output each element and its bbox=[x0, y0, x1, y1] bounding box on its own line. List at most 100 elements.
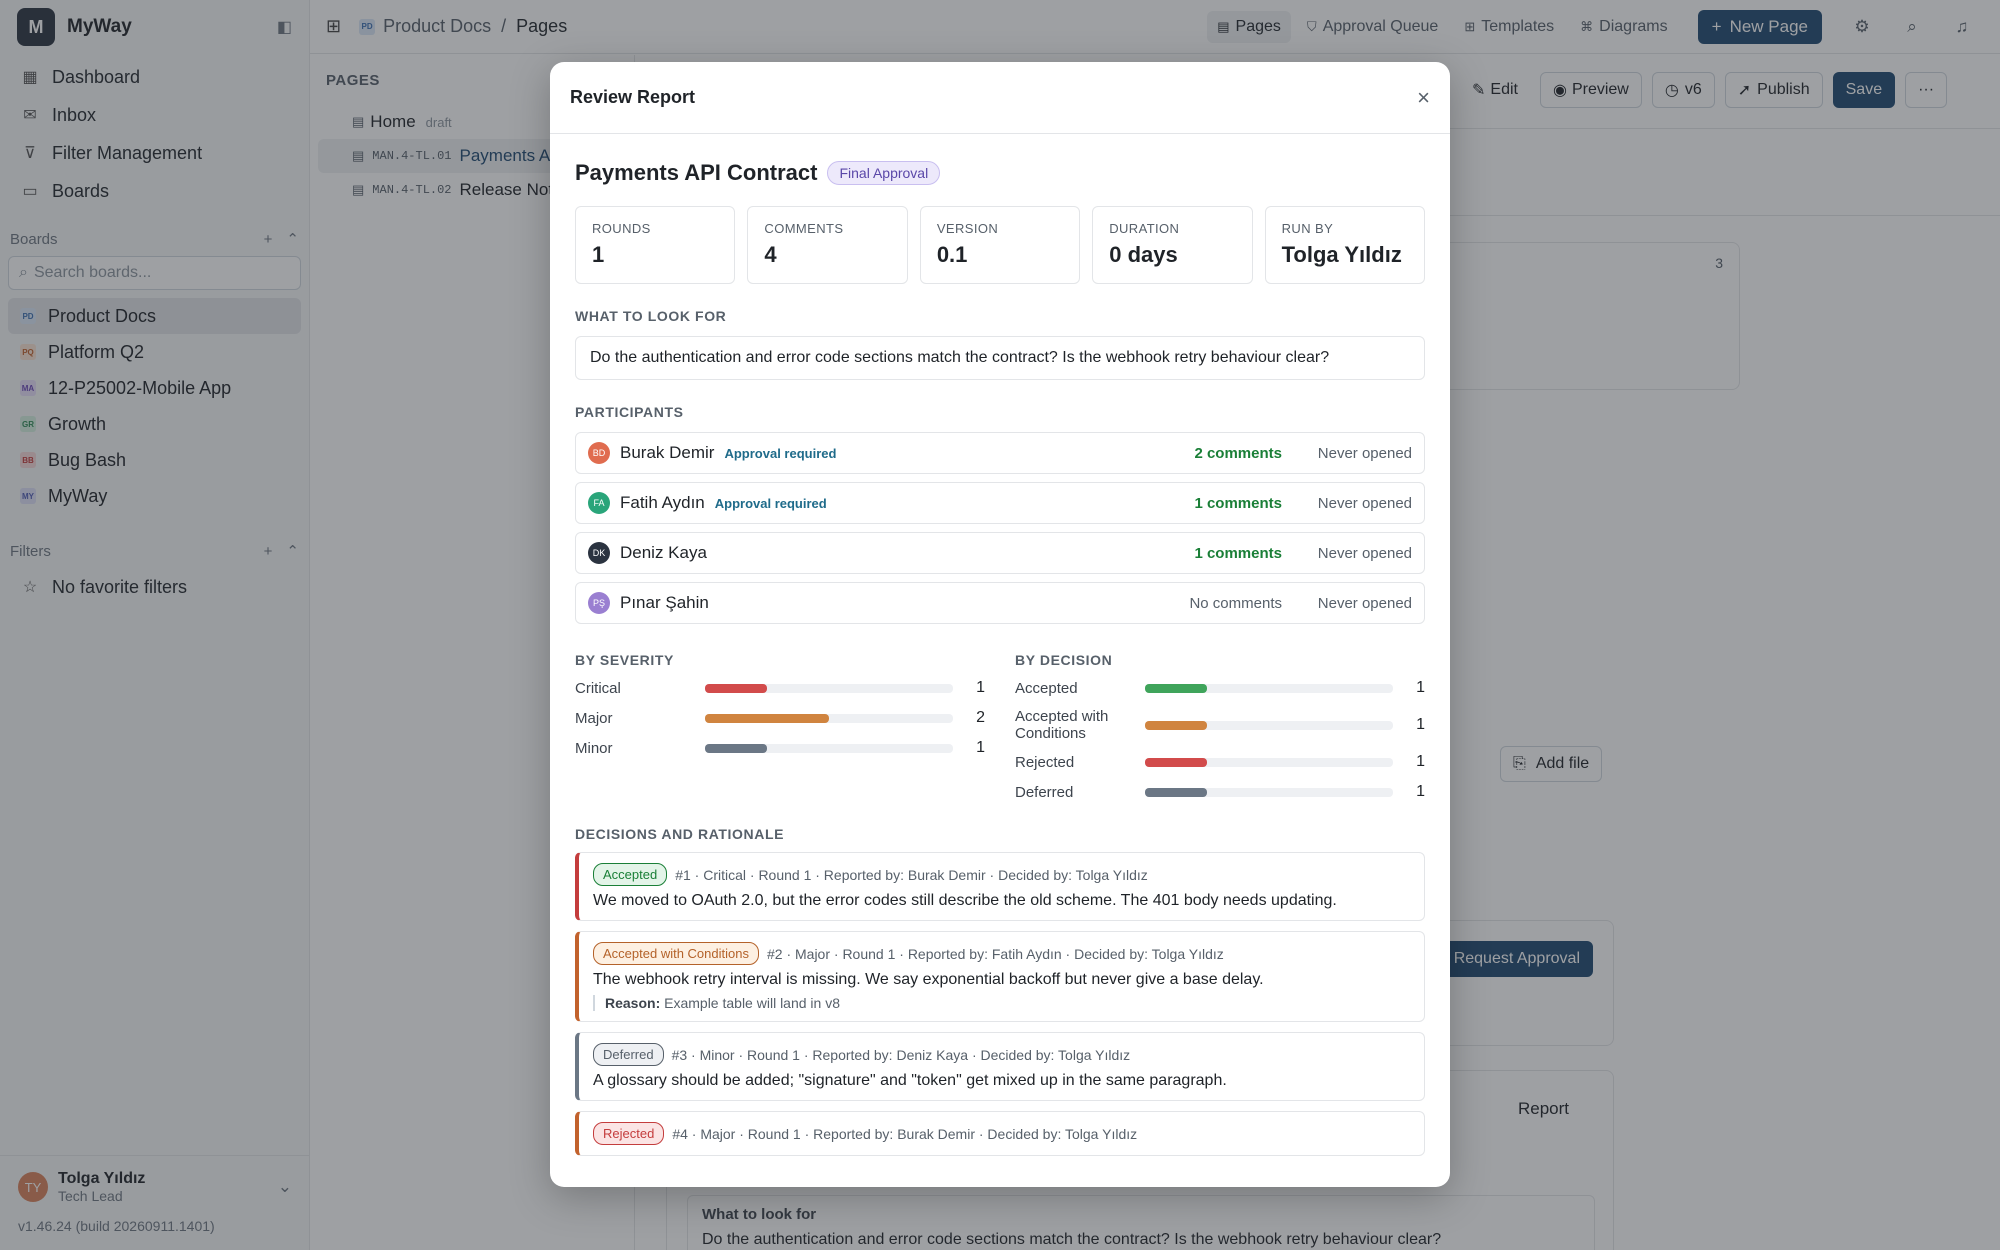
severity-row: Major 2 bbox=[575, 708, 985, 728]
participant-name: Fatih Aydın bbox=[620, 493, 705, 512]
board-badge: MY bbox=[20, 488, 36, 504]
publish-button[interactable]: ➚ Publish bbox=[1724, 72, 1823, 108]
board-item[interactable]: BB Bug Bash bbox=[8, 442, 301, 478]
edit-button[interactable]: ✎ Edit bbox=[1460, 72, 1530, 108]
stat-label: RUN BY bbox=[1281, 221, 1334, 236]
approval-required-badge: Approval required bbox=[724, 445, 837, 461]
save-button[interactable]: Save bbox=[1832, 72, 1896, 108]
no-filters-label: No favorite filters bbox=[52, 576, 188, 597]
stat-label: COMMENTS bbox=[764, 221, 844, 236]
star-icon: ☆ bbox=[22, 579, 38, 596]
user-menu[interactable]: TY Tolga Yıldız Tech Lead ⌄ bbox=[0, 1155, 310, 1204]
inbox-icon: ✉ bbox=[23, 107, 37, 124]
board-label: 12-P25002-Mobile App bbox=[48, 377, 232, 398]
severity-track bbox=[705, 713, 953, 723]
new-page-button[interactable]: + New Page bbox=[1697, 9, 1822, 44]
nav-boards[interactable]: ▭ Boards bbox=[0, 172, 309, 210]
decision-count: 1 bbox=[1416, 783, 1425, 800]
reason-label: Reason: bbox=[605, 995, 661, 1011]
close-icon[interactable]: × bbox=[1417, 84, 1430, 110]
topbar: ⊞ PD Product Docs / Pages ▤ Pages ⛉ Approv… bbox=[310, 0, 2000, 54]
editor-toolbar: ✎ Edit ◉ Preview ◷ v6 ➚ Publish Save ··· bbox=[1460, 72, 1948, 108]
workspace-name[interactable]: MyWay bbox=[67, 16, 132, 37]
decision-text: The webhook retry interval is missing. W… bbox=[593, 971, 1264, 988]
tab-approval-queue[interactable]: ⛉ Approval Queue bbox=[1297, 11, 1448, 43]
decision-meta: Deferred #3 · Minor · Round 1 · Reported … bbox=[593, 1043, 1410, 1066]
tab-templates[interactable]: ⊞ Templates bbox=[1454, 11, 1564, 43]
severity-count: 2 bbox=[976, 709, 985, 726]
pages-heading: PAGES bbox=[326, 71, 380, 89]
decision-meta: Rejected #4 · Major · Round 1 · Reported … bbox=[593, 1122, 1410, 1145]
boards-heading: Boards bbox=[10, 230, 58, 248]
workspace-logo: M bbox=[17, 8, 55, 46]
gear-icon[interactable]: ⚙ bbox=[1854, 16, 1870, 36]
decision-label: Deferred bbox=[1015, 783, 1074, 801]
decision-label: Rejected bbox=[1015, 753, 1075, 771]
stat-value: 4 bbox=[764, 242, 777, 267]
stat-card: RUN BY Tolga Yıldız bbox=[1264, 206, 1426, 284]
board-item[interactable]: PQ Platform Q2 bbox=[8, 334, 301, 370]
look-for-label: What to look for bbox=[702, 1206, 817, 1223]
decision-label: Accepted with Conditions bbox=[1015, 708, 1109, 742]
breadcrumb-board[interactable]: Product Docs bbox=[383, 16, 492, 36]
collapse-icon[interactable]: ⌃ bbox=[286, 543, 299, 560]
bell-icon[interactable]: ♫ bbox=[1955, 16, 1969, 36]
page-item-home[interactable]: ▤ Home draft bbox=[310, 105, 634, 139]
decision-track bbox=[1145, 683, 1393, 693]
add-file-button[interactable]: ⎘ Add file bbox=[1500, 746, 1603, 782]
look-text: Do the authentication and error code sec… bbox=[575, 336, 1425, 380]
severity-label: Critical bbox=[575, 679, 621, 697]
add-filter-icon[interactable]: + bbox=[263, 542, 273, 560]
page-icon: ▤ bbox=[352, 148, 365, 163]
collapse-icon[interactable]: ⌃ bbox=[286, 231, 299, 248]
approval-required-badge: Approval required bbox=[714, 495, 827, 511]
decision-track bbox=[1145, 757, 1393, 767]
tab-pages[interactable]: ▤ Pages bbox=[1207, 10, 1291, 43]
board-search-input[interactable]: ⌕ Search boards... bbox=[8, 256, 301, 290]
board-badge: PD bbox=[20, 308, 36, 324]
nav-label: Filter Management bbox=[52, 142, 203, 163]
decision-tag: Deferred bbox=[593, 1043, 664, 1066]
severity-label: Minor bbox=[575, 739, 613, 757]
page-label: Release Notes bbox=[459, 180, 572, 199]
board-item[interactable]: PD Product Docs bbox=[8, 298, 301, 334]
decision-item: Deferred #3 · Minor · Round 1 · Reported … bbox=[575, 1032, 1425, 1101]
avatar: DK bbox=[588, 542, 610, 564]
decision-row: Accepted 1 bbox=[1015, 678, 1425, 698]
stat-card: COMMENTS 4 bbox=[747, 206, 908, 284]
stat-label: VERSION bbox=[936, 221, 999, 236]
board-item[interactable]: GR Growth bbox=[8, 406, 301, 442]
sidebar-toggle-icon[interactable]: ◧ bbox=[276, 19, 292, 36]
board-item[interactable]: MY MyWay bbox=[8, 478, 301, 514]
apps-icon[interactable]: ⊞ bbox=[326, 16, 342, 36]
nav-inbox[interactable]: ✉ Inbox bbox=[0, 96, 309, 134]
severity-track bbox=[705, 683, 953, 693]
decision-row: Rejected 1 bbox=[1015, 752, 1425, 772]
version-button[interactable]: ◷ v6 bbox=[1651, 72, 1715, 108]
severity-label: Major bbox=[575, 709, 613, 727]
board-label: Bug Bash bbox=[48, 449, 127, 470]
page-item-release-notes[interactable]: ▤ MAN.4-TL.02 Release Notes bbox=[310, 173, 634, 207]
severity-bar bbox=[705, 713, 829, 723]
stat-value: 0 days bbox=[1109, 242, 1178, 267]
page-code: MAN.4-TL.02 bbox=[372, 183, 452, 197]
add-board-icon[interactable]: + bbox=[263, 230, 273, 248]
nav-label: Boards bbox=[52, 180, 110, 201]
clock-icon: ◷ bbox=[1664, 82, 1679, 99]
search-icon[interactable]: ⌕ bbox=[1907, 16, 1917, 36]
decision-meta-text: #1 · Critical · Round 1 · Reported by: B… bbox=[675, 866, 1148, 883]
participant-name: Pınar Şahin bbox=[620, 593, 709, 612]
nav-filter-management[interactable]: ⊽ Filter Management bbox=[0, 134, 309, 172]
severity-count: 1 bbox=[976, 739, 985, 756]
more-button[interactable]: ··· bbox=[1905, 72, 1948, 108]
report-link[interactable]: Report bbox=[1517, 1099, 1569, 1118]
board-item[interactable]: MA 12-P25002-Mobile App bbox=[8, 370, 301, 406]
tab-diagrams[interactable]: ⌘ Diagrams bbox=[1570, 11, 1677, 43]
preview-button[interactable]: ◉ Preview bbox=[1539, 72, 1642, 108]
nav-dashboard[interactable]: ▦ Dashboard bbox=[0, 58, 309, 96]
tab-label: Diagrams bbox=[1599, 17, 1668, 35]
app-version: v1.46.24 (build 20260911.1401) bbox=[18, 1218, 215, 1234]
new-page-label: New Page bbox=[1729, 16, 1808, 36]
stat-label: ROUNDS bbox=[592, 221, 651, 236]
sidebar: M MyWay ◧ ▦ Dashboard ✉ Inbox ⊽ Filter Mana… bbox=[0, 0, 310, 1250]
